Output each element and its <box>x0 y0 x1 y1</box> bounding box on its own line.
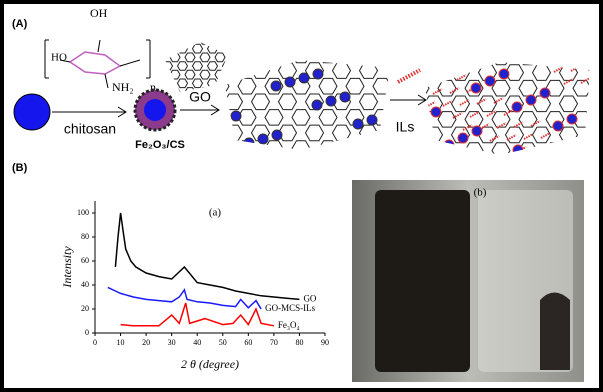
x-tick-label: 30 <box>168 338 176 347</box>
particle <box>353 119 363 129</box>
particle <box>499 69 509 79</box>
y-tick-label: 80 <box>81 232 89 241</box>
particle <box>431 107 441 117</box>
vial-dark <box>375 190 470 372</box>
product-label: Fe₂O₃/CS <box>135 139 185 151</box>
particle <box>485 76 495 86</box>
chart-title: (a) <box>209 207 222 219</box>
x-tick-label: 40 <box>193 338 201 347</box>
chem-label: NH₂ <box>112 80 134 94</box>
particle <box>231 111 241 121</box>
x-tick-label: 70 <box>270 338 278 347</box>
y-tick-label: 0 <box>85 328 89 337</box>
x-tick-label: 10 <box>117 338 125 347</box>
y-tick-label: 60 <box>81 256 89 265</box>
x-tick-label: 20 <box>142 338 150 347</box>
panel-label: (B) <box>12 162 28 174</box>
y-axis-label: Intensity <box>60 246 74 289</box>
series-label: GO <box>303 293 316 303</box>
particle <box>458 133 468 143</box>
chem-label: OH <box>90 6 108 20</box>
particle <box>313 69 323 79</box>
step-label: chitosan <box>64 121 116 137</box>
y-tick-label: 40 <box>81 280 89 289</box>
x-tick-label: 50 <box>219 338 227 347</box>
series-label: GO-MCS-ILs <box>265 303 315 313</box>
x-tick-label: 80 <box>295 338 303 347</box>
chem-label: HO <box>51 52 67 64</box>
particle <box>258 134 268 144</box>
panel-label: (A) <box>12 18 28 30</box>
particle <box>512 102 522 112</box>
particle <box>272 130 282 140</box>
photo-label: (b) <box>474 187 487 199</box>
magnet <box>540 293 570 371</box>
step-label: GO <box>189 89 211 105</box>
particle <box>312 100 322 110</box>
particle <box>299 73 309 83</box>
x-axis-label: 2 θ (degree) <box>181 357 239 371</box>
y-tick-label: 100 <box>77 208 89 217</box>
figure: (A) OH HO NH₂ n chitosan Fe₂O₃/CS GO ILs… <box>0 0 603 392</box>
x-tick-label: 0 <box>93 338 97 347</box>
particle <box>340 92 350 102</box>
particle <box>472 126 482 136</box>
step-label: ILs <box>396 119 415 135</box>
core <box>144 99 166 121</box>
particle <box>540 88 550 98</box>
particle <box>285 77 295 87</box>
particle <box>567 114 577 124</box>
particle <box>471 83 481 93</box>
particle <box>326 96 336 106</box>
x-tick-label: 90 <box>321 338 329 347</box>
particle <box>367 115 377 125</box>
particle <box>526 95 536 105</box>
x-tick-label: 60 <box>244 338 252 347</box>
particle <box>271 81 281 91</box>
y-tick-label: 20 <box>81 304 89 313</box>
series-label: Fe₃O₄ <box>278 320 300 330</box>
particle <box>553 121 563 131</box>
fe2o3-particle <box>14 94 50 130</box>
